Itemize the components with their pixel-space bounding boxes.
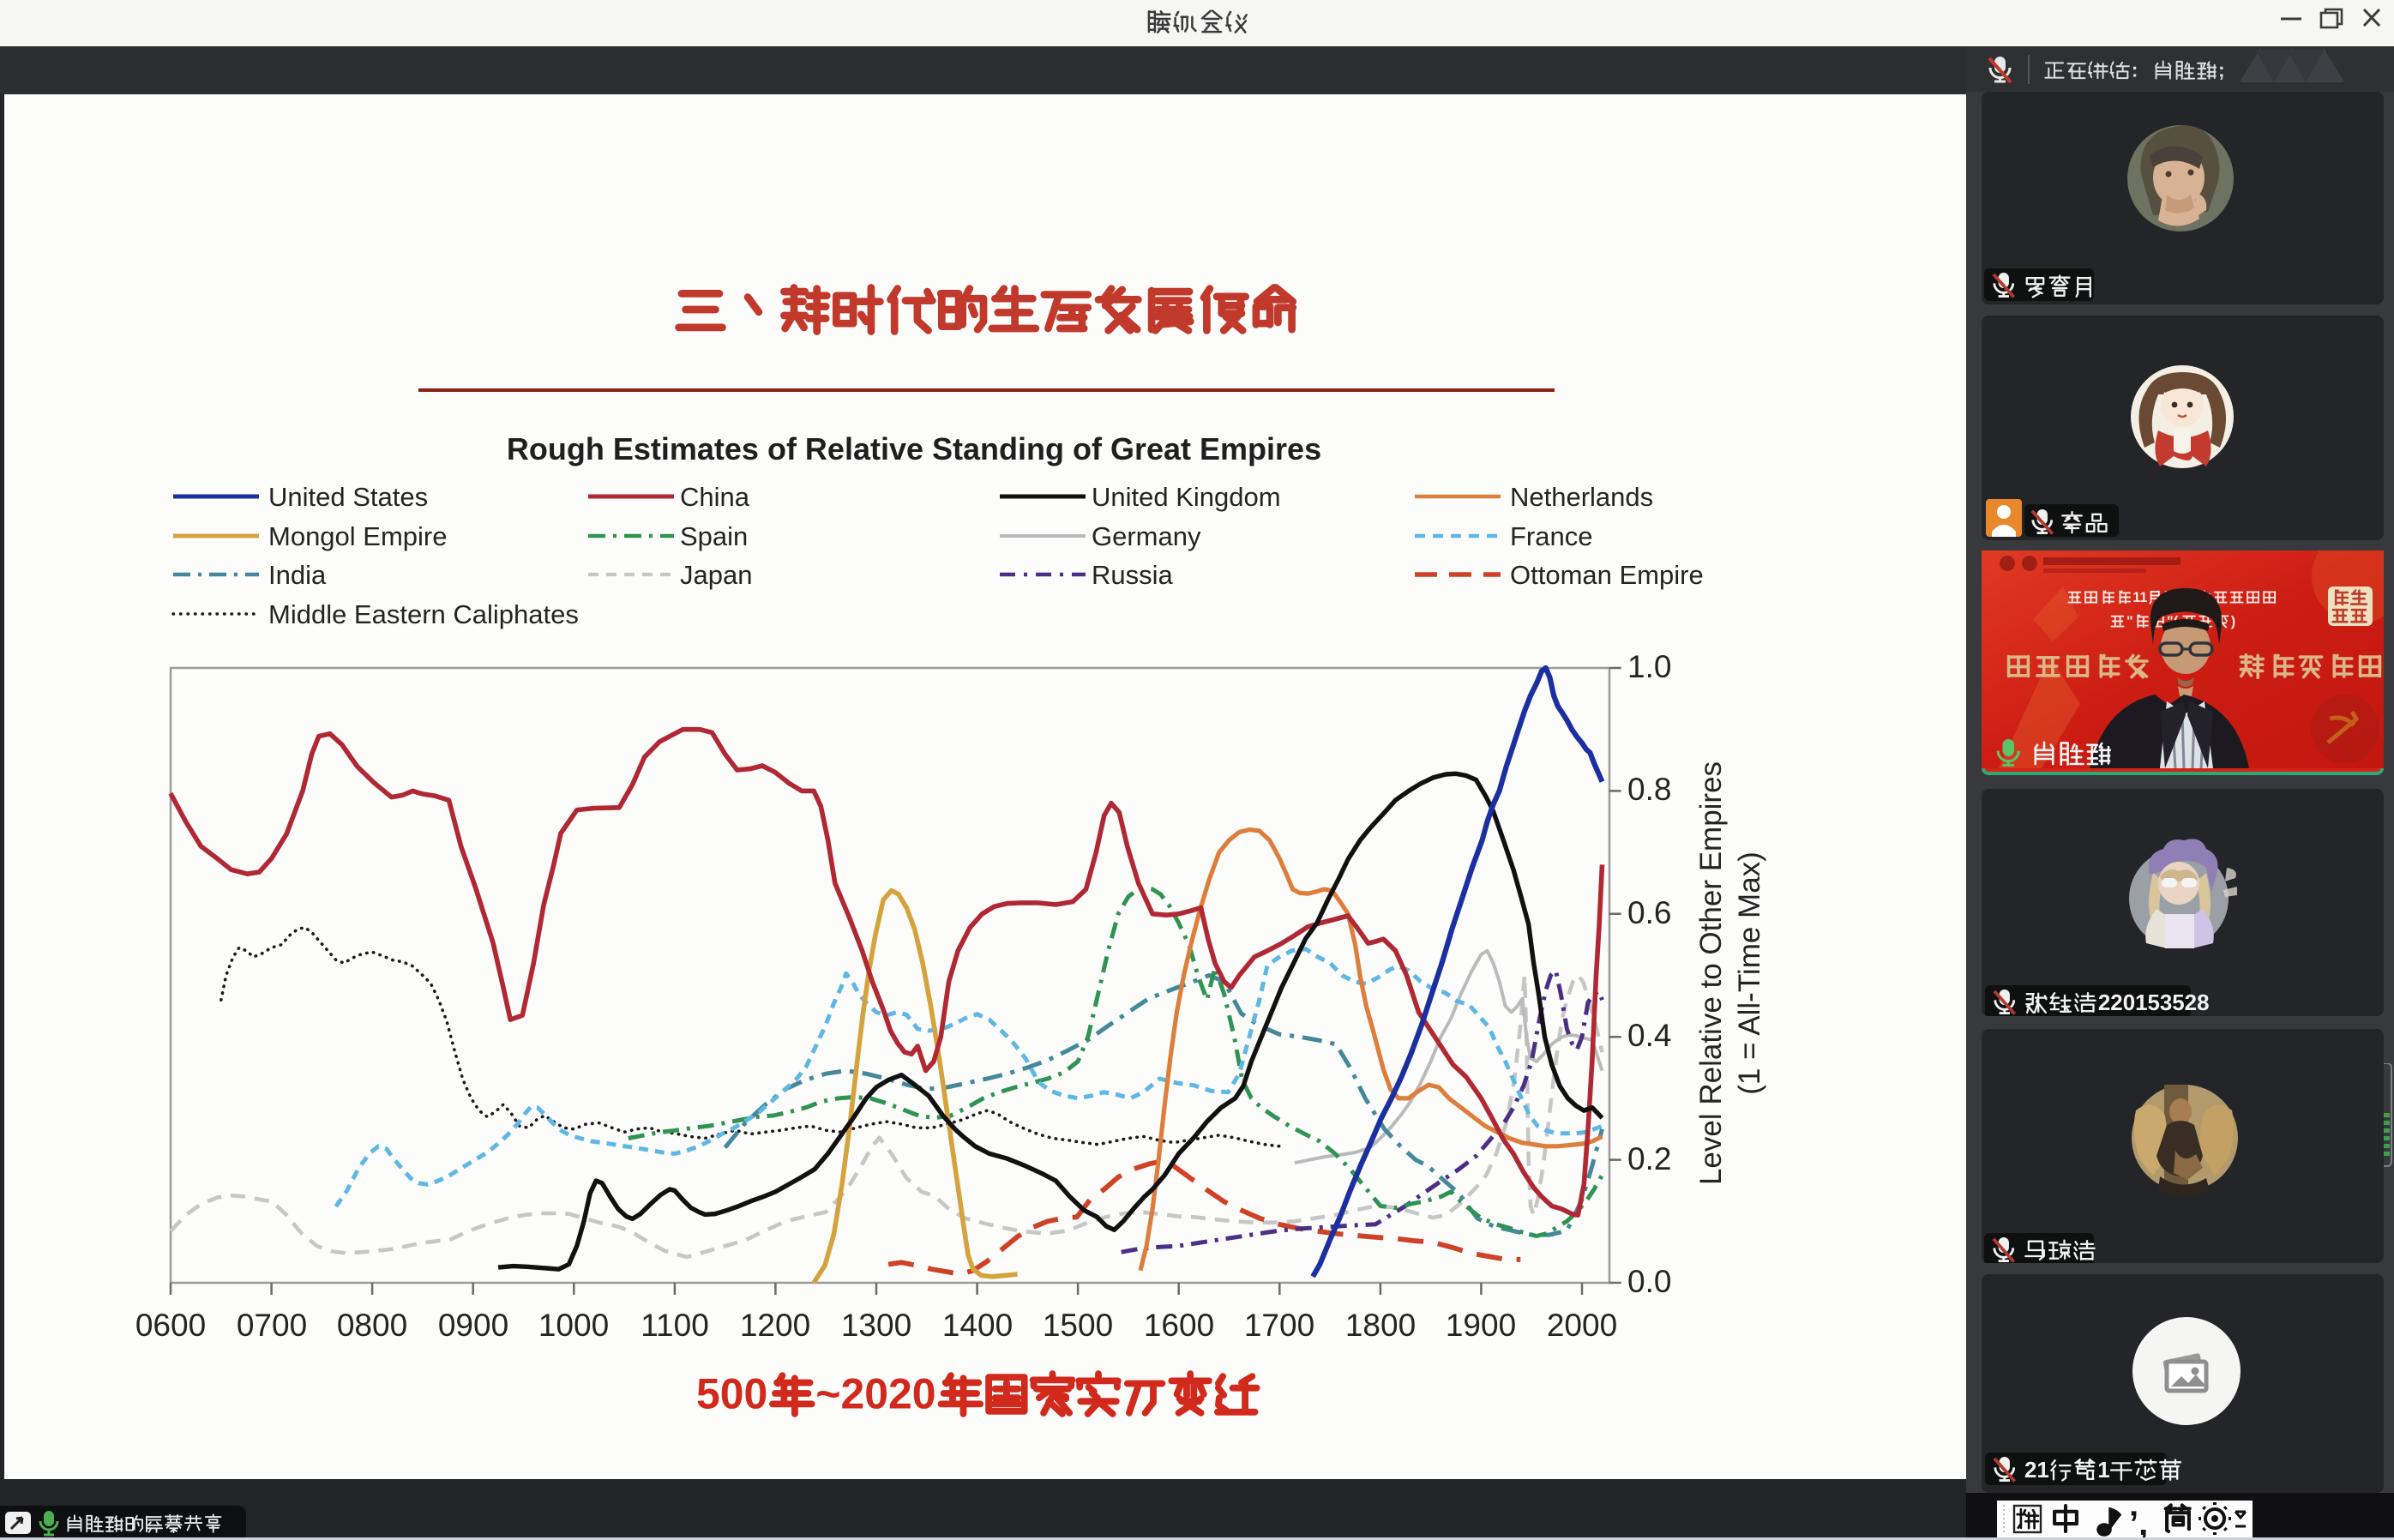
svg-text:’,: ’,	[2129, 1505, 2148, 1540]
svg-text:1: 1	[2097, 1459, 2109, 1483]
svg-text:Mongol Empire: Mongol Empire	[268, 521, 447, 551]
svg-text:220153528: 220153528	[2098, 991, 2210, 1015]
svg-text:0.6: 0.6	[1627, 895, 1671, 930]
svg-text:0900: 0900	[438, 1308, 508, 1343]
svg-text:1000: 1000	[538, 1308, 609, 1343]
svg-text:0600: 0600	[135, 1308, 206, 1343]
svg-text:China: China	[680, 482, 750, 512]
svg-text:1600: 1600	[1144, 1308, 1214, 1343]
svg-text:1500: 1500	[1043, 1308, 1113, 1343]
svg-text:1300: 1300	[841, 1308, 911, 1343]
svg-text:Middle Eastern Caliphates: Middle Eastern Caliphates	[268, 599, 579, 629]
svg-text:Germany: Germany	[1092, 521, 1201, 551]
svg-text:Spain: Spain	[680, 521, 748, 551]
svg-text:11: 11	[2132, 590, 2147, 605]
svg-text:Netherlands: Netherlands	[1510, 482, 1653, 512]
svg-text:0.8: 0.8	[1627, 772, 1671, 807]
svg-text:;: ;	[2218, 59, 2225, 81]
svg-text:(1 = All-Time Max): (1 = All-Time Max)	[1733, 851, 1766, 1095]
svg-text:1200: 1200	[740, 1308, 810, 1343]
svg-text:1.0: 1.0	[1627, 649, 1671, 684]
svg-text:0.0: 0.0	[1627, 1264, 1671, 1299]
svg-text:500: 500	[696, 1370, 767, 1418]
svg-text:Japan: Japan	[680, 560, 752, 590]
svg-text:1900: 1900	[1446, 1308, 1516, 1343]
svg-text:1400: 1400	[942, 1308, 1013, 1343]
svg-text:~2020: ~2020	[815, 1370, 935, 1418]
svg-text:1800: 1800	[1345, 1308, 1416, 1343]
svg-text:1100: 1100	[641, 1308, 709, 1343]
svg-text:Level Relative to Other Empire: Level Relative to Other Empires	[1694, 761, 1728, 1185]
svg-text:2000: 2000	[1547, 1308, 1617, 1343]
svg-text:France: France	[1510, 521, 1592, 551]
svg-text:0.2: 0.2	[1627, 1141, 1671, 1176]
svg-text:0800: 0800	[337, 1308, 407, 1343]
svg-text:1700: 1700	[1244, 1308, 1314, 1343]
svg-text:): )	[2231, 614, 2235, 629]
svg-text:United States: United States	[268, 482, 428, 512]
svg-text:Russia: Russia	[1092, 560, 1174, 590]
svg-text::: :	[2132, 59, 2138, 81]
svg-text:India: India	[268, 560, 327, 590]
svg-text:0.4: 0.4	[1627, 1018, 1671, 1053]
svg-text:0700: 0700	[237, 1308, 307, 1343]
svg-text:United Kingdom: United Kingdom	[1092, 482, 1281, 512]
svg-text:21: 21	[2024, 1459, 2049, 1483]
svg-text:Ottoman Empire: Ottoman Empire	[1510, 560, 1704, 590]
svg-text:": "	[2126, 614, 2133, 629]
